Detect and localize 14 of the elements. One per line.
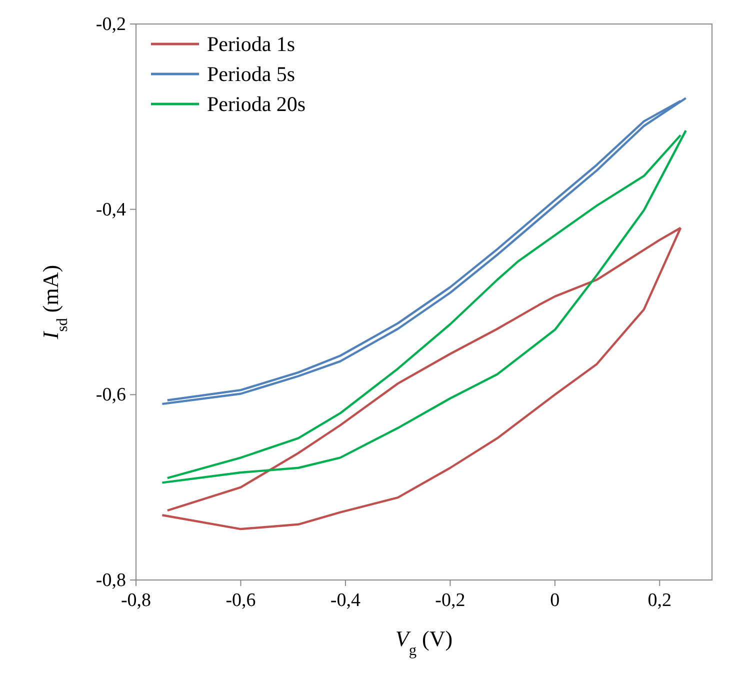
y-tick-label: -0,4 bbox=[96, 199, 126, 220]
y-tick-label: -0,6 bbox=[96, 384, 126, 406]
legend-label: Perioda 1s bbox=[207, 32, 296, 56]
x-tick-label: -0,4 bbox=[330, 590, 361, 611]
y-tick-label: -0,8 bbox=[96, 570, 126, 591]
x-tick-label: -0,8 bbox=[120, 590, 152, 611]
x-tick-label: -0,6 bbox=[226, 590, 256, 611]
y-tick-label: -0,2 bbox=[96, 14, 126, 35]
x-tick-label: -0,2 bbox=[435, 590, 466, 611]
x-tick-label: 0 bbox=[550, 590, 560, 611]
legend-label: Perioda 5s bbox=[207, 62, 296, 86]
x-axis-title: V$_{g}$ (V) bbox=[395, 626, 453, 658]
x-tick-label: 0,2 bbox=[648, 590, 672, 611]
legend-label: Perioda 20s bbox=[207, 92, 306, 116]
